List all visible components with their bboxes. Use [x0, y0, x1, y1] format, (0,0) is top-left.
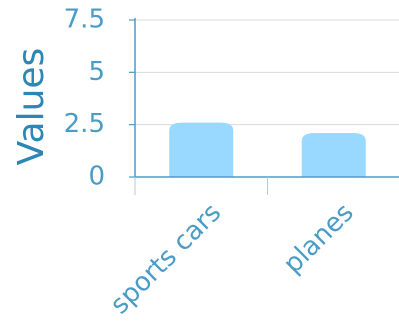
- y-tick-labels: 0 2.5 5 7.5: [64, 5, 135, 192]
- bar-planes[interactable]: [301, 133, 366, 177]
- y-tick-label: 5: [88, 57, 105, 87]
- y-axis-title: Values: [11, 48, 52, 166]
- bar-sports-cars[interactable]: [169, 122, 234, 177]
- x-tick-label: planes: [278, 198, 360, 280]
- x-tick-label: sports cars: [105, 198, 227, 320]
- bar-layer: [169, 122, 366, 177]
- y-tick-label: 0: [88, 162, 105, 192]
- x-tick-labels: sports cars planes: [105, 177, 360, 320]
- y-tick-label: 7.5: [64, 5, 105, 35]
- y-tick-label: 2.5: [64, 109, 105, 139]
- grid-layer: [135, 19, 399, 126]
